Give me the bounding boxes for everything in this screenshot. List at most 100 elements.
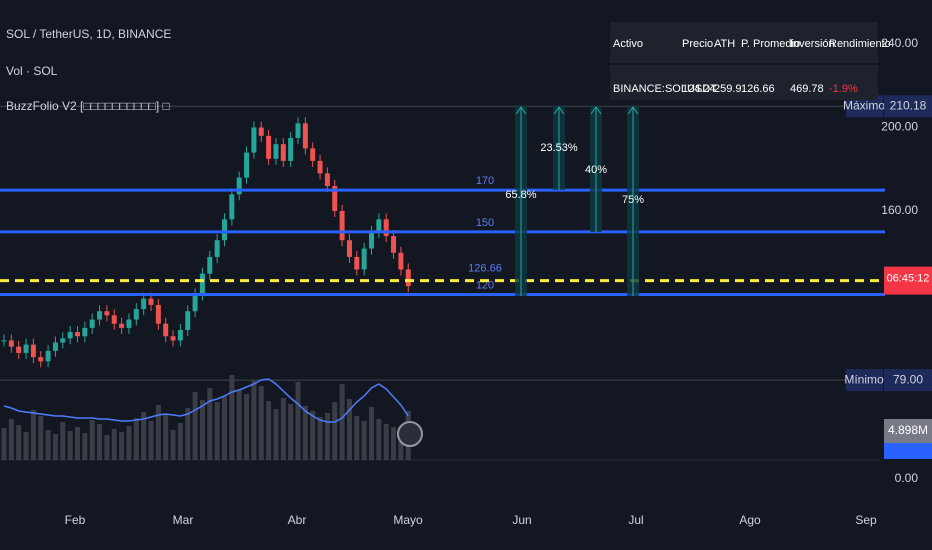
volume-bar <box>23 432 29 460</box>
candle-body <box>266 135 272 159</box>
volume-bar <box>82 433 88 460</box>
candle-body <box>16 346 22 353</box>
target-label: 40% <box>585 164 607 176</box>
candle-body <box>288 137 294 161</box>
time-label: Jul <box>628 513 643 527</box>
candle-body <box>258 127 264 136</box>
candle-body <box>398 252 404 270</box>
candle-body <box>141 298 147 310</box>
time-label: Jun <box>512 513 531 527</box>
replay-icon <box>397 421 423 447</box>
table-header: Activo <box>613 38 643 50</box>
candle-body <box>361 248 367 270</box>
volume-ma-box <box>884 443 932 459</box>
candle-body <box>376 219 382 232</box>
time-label: Feb <box>65 513 86 527</box>
candle-body <box>38 357 44 362</box>
candle-body <box>383 219 389 237</box>
time-label: Mayo <box>393 513 423 527</box>
volume-bar <box>244 394 250 460</box>
volume-bar <box>45 430 51 460</box>
candle-body <box>273 144 279 159</box>
volume-bar <box>280 398 286 460</box>
table-cell: 124.24 <box>682 83 716 95</box>
volume-bar <box>229 375 235 460</box>
time-label: Sep <box>855 513 877 527</box>
volume-bar <box>104 435 110 460</box>
candle-body <box>97 311 103 320</box>
volume-bar <box>324 413 330 460</box>
volume-tick-label: 0.00 <box>895 471 919 485</box>
candle-body <box>324 173 330 186</box>
average-label: 126.66 <box>468 263 502 275</box>
volume-bar <box>199 400 205 460</box>
price-tick-label: 200.00 <box>881 120 918 134</box>
table-cell: -1.9% <box>829 83 858 95</box>
volume-bar <box>236 390 242 460</box>
indicator-legend[interactable]: BuzzFolio V2 [□□□□□□□□□□] □ <box>6 99 170 113</box>
volume-bar <box>192 392 198 460</box>
volume-bar <box>339 384 345 460</box>
max-name: Máximo <box>843 98 885 112</box>
target-arrow <box>590 106 602 232</box>
min-value-box <box>884 369 932 392</box>
volume-bar <box>398 430 404 460</box>
min-name: Mínimo <box>844 372 884 386</box>
volume-bar <box>222 396 227 460</box>
volume-bar <box>376 419 382 460</box>
volume-bar <box>207 388 213 460</box>
candle-body <box>405 269 411 287</box>
volume-bar <box>119 432 125 460</box>
time-label: Ago <box>739 513 761 527</box>
candle-body <box>317 160 323 174</box>
volume-ma-line <box>3 378 409 423</box>
candle-body <box>391 236 397 253</box>
volume-box <box>884 419 932 443</box>
volume-bar <box>258 386 264 460</box>
candle-body <box>295 123 301 138</box>
volume-bar <box>126 426 132 460</box>
candle-body <box>369 231 374 249</box>
table-header: Precio <box>682 38 713 50</box>
symbol-legend[interactable]: SOL / TetherUS, 1D, BINANCE <box>6 27 171 41</box>
volume-bar <box>60 422 66 460</box>
candle-body <box>155 304 161 324</box>
max-value: 210.18 <box>890 98 927 112</box>
candle-body <box>236 177 242 195</box>
table-header: ATH <box>714 38 735 50</box>
candle-body <box>302 123 308 149</box>
volume-bar <box>361 421 367 460</box>
candle-body <box>280 144 286 161</box>
volume-bar <box>302 406 308 460</box>
volume-bar <box>30 410 36 460</box>
candle-body <box>207 256 213 274</box>
candle-body <box>339 211 345 241</box>
volume-bar <box>148 421 154 460</box>
candle-body <box>251 127 257 153</box>
time-label: Abr <box>288 513 307 527</box>
volume-bar <box>75 427 80 460</box>
table-cell: 126.66 <box>741 83 775 95</box>
volume-bar <box>111 429 117 460</box>
price-tick-label: 160.00 <box>881 203 918 217</box>
table-header: Inversión <box>790 38 835 50</box>
candle-body <box>332 185 338 211</box>
candle-body <box>133 309 139 320</box>
target-label: 23.53% <box>540 142 578 154</box>
volume-bar <box>185 408 191 460</box>
candle-body <box>177 329 183 341</box>
candle-body <box>214 240 220 257</box>
candle-body <box>67 332 73 339</box>
candle-body <box>82 327 88 337</box>
volume-bar <box>214 402 220 460</box>
min-box <box>846 369 883 392</box>
table-header: P. Promedio <box>741 38 800 50</box>
target-arrow <box>515 106 527 296</box>
volume-bar <box>141 412 147 460</box>
candle-body <box>185 311 191 330</box>
candle-body <box>244 152 250 178</box>
table-cell: 259.9 <box>714 83 742 95</box>
volume-legend[interactable]: Vol · SOL <box>6 64 58 78</box>
price-tick-label: 240.00 <box>881 36 918 50</box>
